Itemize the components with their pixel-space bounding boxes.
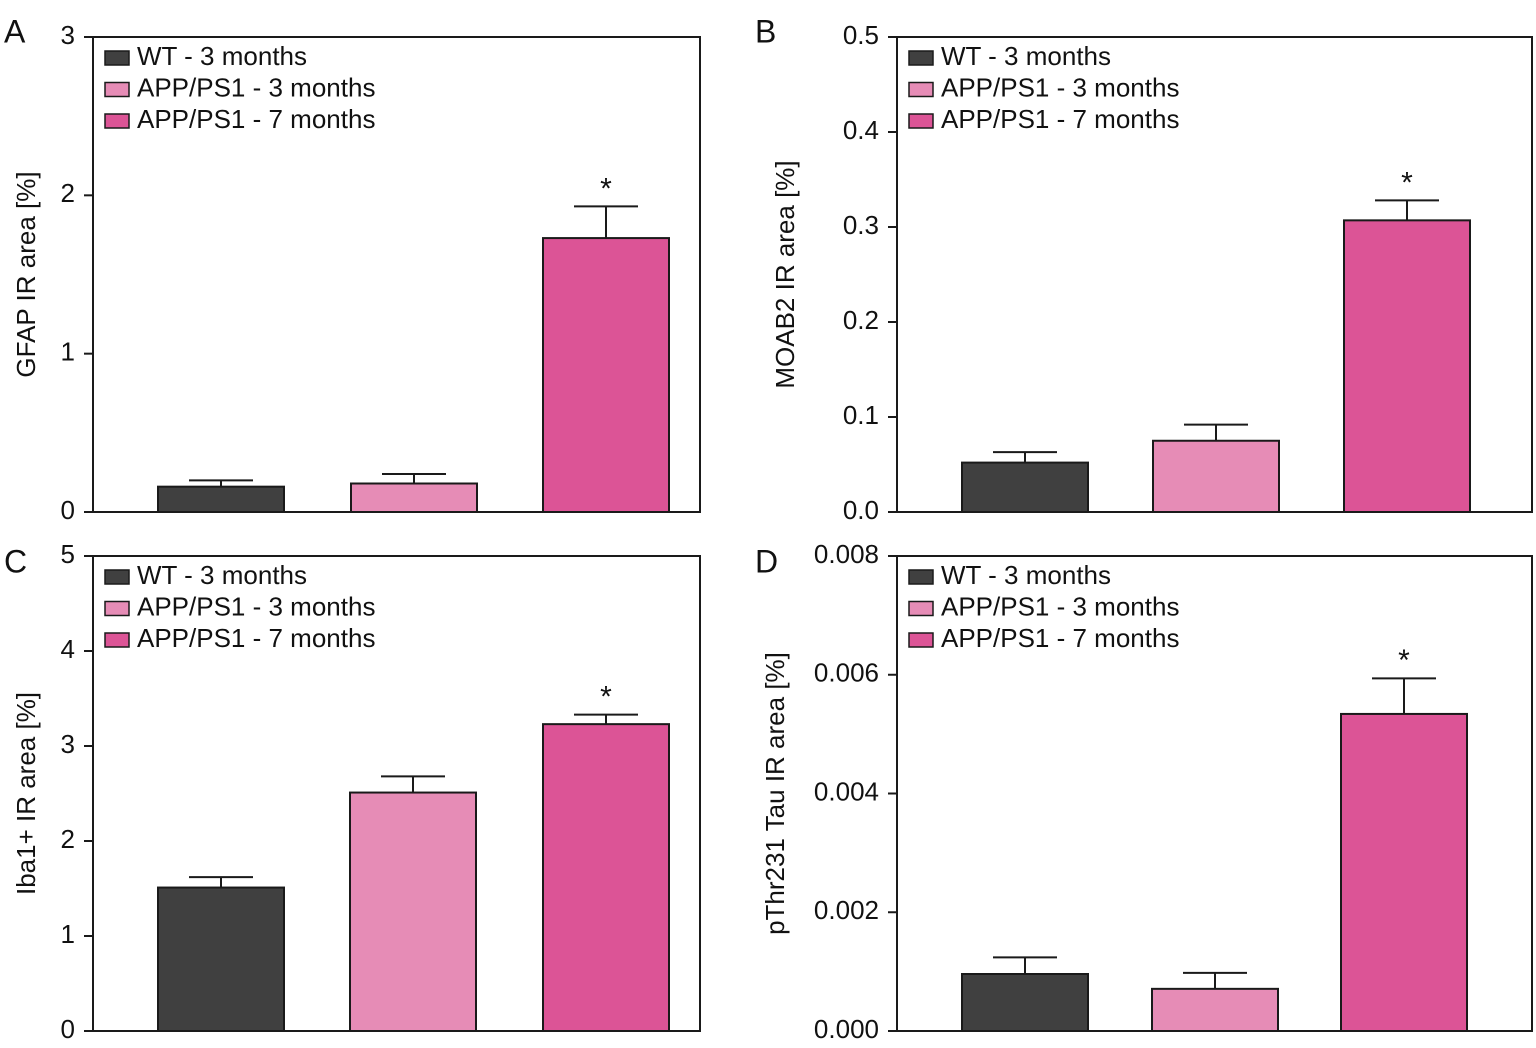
legend-label: APP/PS1 - 3 months xyxy=(941,72,1179,102)
bar-wt-3m xyxy=(157,886,285,1032)
bar-wt-3m xyxy=(961,461,1089,514)
legend-label: APP/PS1 - 7 months xyxy=(137,104,375,134)
y-tick-label: 0.4 xyxy=(843,115,879,145)
y-axis-label: Iba1+ IR area [%] xyxy=(11,692,41,895)
bar-app-3m xyxy=(1151,987,1279,1032)
y-tick-label: 0.2 xyxy=(843,305,879,335)
significance-marker: * xyxy=(600,681,612,714)
legend-label: APP/PS1 - 7 months xyxy=(137,623,375,653)
bar-app-7m xyxy=(542,237,670,513)
legend-swatch-wt-3m xyxy=(908,50,934,66)
y-tick-label: 0.5 xyxy=(843,20,879,50)
panel-letter: D xyxy=(755,543,778,579)
legend-label: WT - 3 months xyxy=(941,41,1111,71)
significance-marker: * xyxy=(1398,644,1410,677)
legend-swatch-wt-3m xyxy=(104,569,130,585)
legend-label: WT - 3 months xyxy=(137,41,307,71)
y-tick-label: 4 xyxy=(61,634,75,664)
y-tick-label: 0.0 xyxy=(843,495,879,525)
bar-app-3m xyxy=(349,791,477,1032)
legend-label: WT - 3 months xyxy=(137,560,307,590)
y-tick-label: 0.3 xyxy=(843,210,879,240)
significance-marker: * xyxy=(1401,166,1413,199)
legend-swatch-app-7m xyxy=(908,632,934,648)
legend-swatch-app-3m xyxy=(908,81,934,98)
legend-label: APP/PS1 - 7 months xyxy=(941,104,1179,134)
legend-swatch-wt-3m xyxy=(104,50,130,66)
y-tick-label: 0.000 xyxy=(814,1014,879,1044)
significance-marker: * xyxy=(600,172,612,205)
legend-label: APP/PS1 - 3 months xyxy=(137,591,375,621)
bar-wt-3m xyxy=(961,973,1089,1032)
legend-swatch-app-7m xyxy=(104,632,130,648)
y-tick-label: 2 xyxy=(61,178,75,208)
bar-app-3m xyxy=(350,482,478,513)
y-tick-label: 5 xyxy=(61,539,75,569)
y-tick-label: 3 xyxy=(61,20,75,50)
y-tick-label: 1 xyxy=(61,919,75,949)
y-axis-label: GFAP IR area [%] xyxy=(11,171,41,377)
y-tick-label: 0.002 xyxy=(814,895,879,925)
y-tick-label: 0.004 xyxy=(814,776,879,806)
bar-app-7m xyxy=(542,723,670,1033)
y-axis-label: MOAB2 IR area [%] xyxy=(770,160,800,388)
legend-label: WT - 3 months xyxy=(941,560,1111,590)
legend-label: APP/PS1 - 7 months xyxy=(941,623,1179,653)
legend-label: APP/PS1 - 3 months xyxy=(941,591,1179,621)
y-tick-label: 0 xyxy=(61,1014,75,1044)
y-tick-label: 0.1 xyxy=(843,400,879,430)
panel-letter: A xyxy=(4,13,26,49)
legend-swatch-app-7m xyxy=(104,113,130,129)
chart-panel-b: B 0.0 0.1 0.2 0.3 0.4 0.5 MOAB2 IR area [%] * WT … xyxy=(755,13,1533,525)
y-tick-label: 3 xyxy=(61,729,75,759)
y-tick-label: 2 xyxy=(61,824,75,854)
y-tick-label: 0.008 xyxy=(814,539,879,569)
y-tick-label: 1 xyxy=(61,337,75,367)
legend-swatch-app-3m xyxy=(908,600,934,617)
panel-letter: B xyxy=(755,13,776,49)
bar-app-3m xyxy=(1152,439,1280,513)
legend-label: APP/PS1 - 3 months xyxy=(137,72,375,102)
chart-panel-d: D 0.000 0.002 0.004 0.006 0.008 pThr231 Tau IR… xyxy=(755,539,1533,1044)
legend-swatch-app-7m xyxy=(908,113,934,129)
bar-wt-3m xyxy=(157,485,285,513)
y-tick-label: 0 xyxy=(61,495,75,525)
y-axis-label: pThr231 Tau IR area [%] xyxy=(760,652,790,935)
panel-letter: C xyxy=(4,543,27,579)
legend-swatch-app-3m xyxy=(104,600,130,617)
bar-app-7m xyxy=(1343,219,1471,513)
legend-swatch-wt-3m xyxy=(908,569,934,585)
bar-app-7m xyxy=(1340,712,1468,1032)
y-tick-label: 0.006 xyxy=(814,658,879,688)
legend-swatch-app-3m xyxy=(104,81,130,98)
